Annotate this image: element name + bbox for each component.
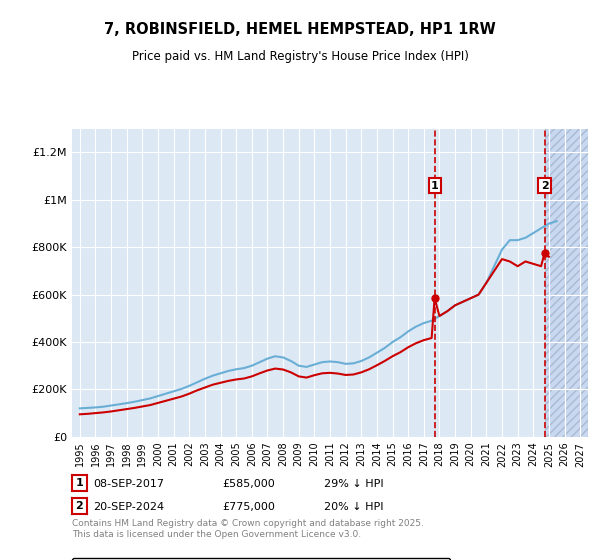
Text: 7, ROBINSFIELD, HEMEL HEMPSTEAD, HP1 1RW: 7, ROBINSFIELD, HEMEL HEMPSTEAD, HP1 1RW: [104, 22, 496, 38]
Text: 20% ↓ HPI: 20% ↓ HPI: [324, 502, 383, 512]
Text: 29% ↓ HPI: 29% ↓ HPI: [324, 479, 383, 489]
Text: Price paid vs. HM Land Registry's House Price Index (HPI): Price paid vs. HM Land Registry's House …: [131, 50, 469, 63]
Text: 2: 2: [76, 501, 83, 511]
Text: 20-SEP-2024: 20-SEP-2024: [93, 502, 164, 512]
Text: 1: 1: [76, 478, 83, 488]
Text: £585,000: £585,000: [222, 479, 275, 489]
Text: £775,000: £775,000: [222, 502, 275, 512]
Legend: 7, ROBINSFIELD, HEMEL HEMPSTEAD, HP1 1RW (detached house), HPI: Average price, d: 7, ROBINSFIELD, HEMEL HEMPSTEAD, HP1 1RW…: [72, 558, 450, 560]
Text: 08-SEP-2017: 08-SEP-2017: [93, 479, 164, 489]
Text: 1: 1: [431, 181, 439, 190]
Text: 2: 2: [541, 181, 548, 190]
Text: Contains HM Land Registry data © Crown copyright and database right 2025.
This d: Contains HM Land Registry data © Crown c…: [72, 520, 424, 539]
